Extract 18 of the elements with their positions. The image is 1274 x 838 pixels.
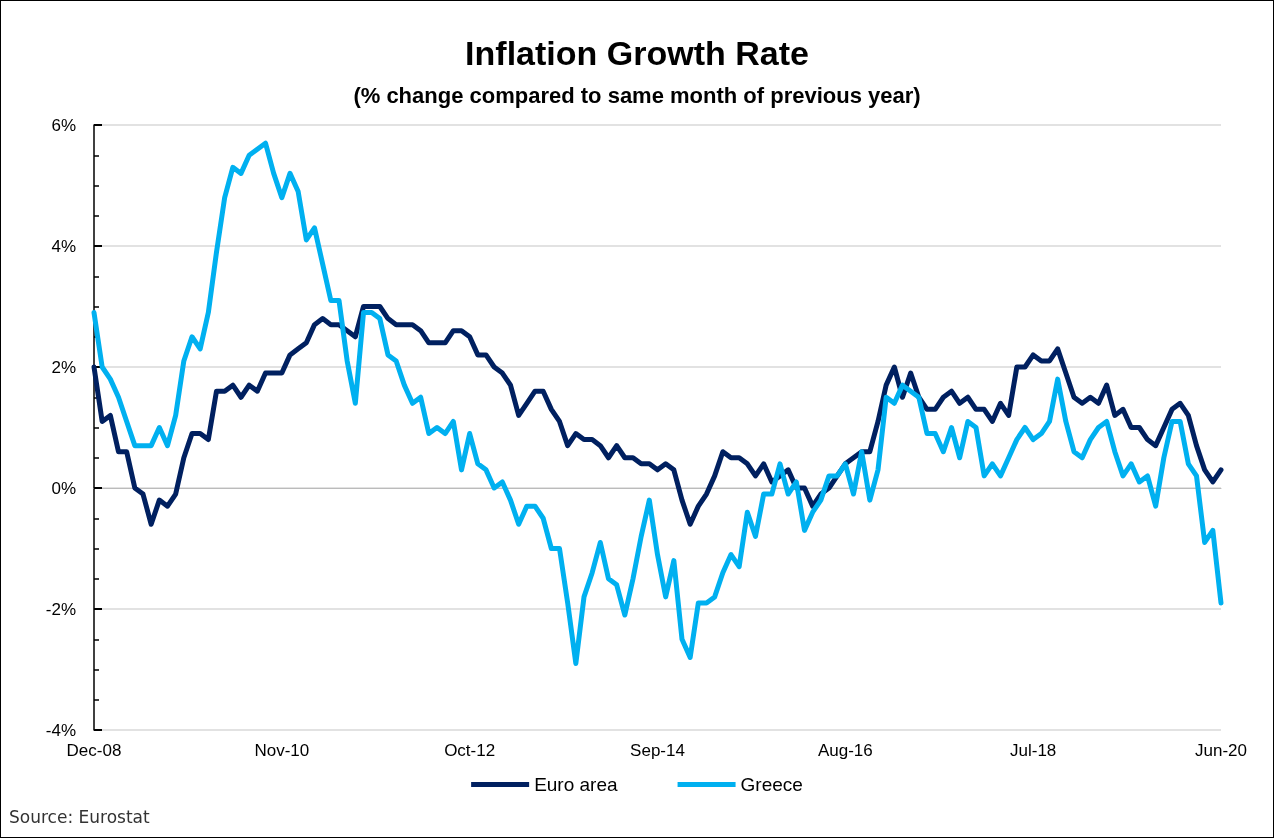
y-tick-label: 4% <box>51 236 76 256</box>
legend-label: Greece <box>740 774 803 795</box>
x-tick-label: Dec-08 <box>66 741 122 760</box>
chart-subtitle: (% change compared to same month of previous year) <box>353 82 921 108</box>
x-tick-label: Aug-16 <box>817 741 873 760</box>
legend-label: Euro area <box>534 774 618 795</box>
y-tick-label: 6% <box>51 115 76 135</box>
y-tick-label: -4% <box>45 720 76 740</box>
x-tick-label: Oct-12 <box>444 741 496 760</box>
x-tick-label: Sep-14 <box>630 741 685 760</box>
y-tick-label: 2% <box>51 357 76 377</box>
x-tick-label: Nov-10 <box>254 741 310 760</box>
y-tick-label: 0% <box>51 478 76 498</box>
y-tick-label: -2% <box>45 599 76 619</box>
x-tick-label: Jul-18 <box>1010 741 1057 760</box>
chart-title: Inflation Growth Rate <box>465 34 809 72</box>
x-tick-label: Jun-20 <box>1195 741 1247 760</box>
source-note: Source: Eurostat <box>9 807 150 827</box>
